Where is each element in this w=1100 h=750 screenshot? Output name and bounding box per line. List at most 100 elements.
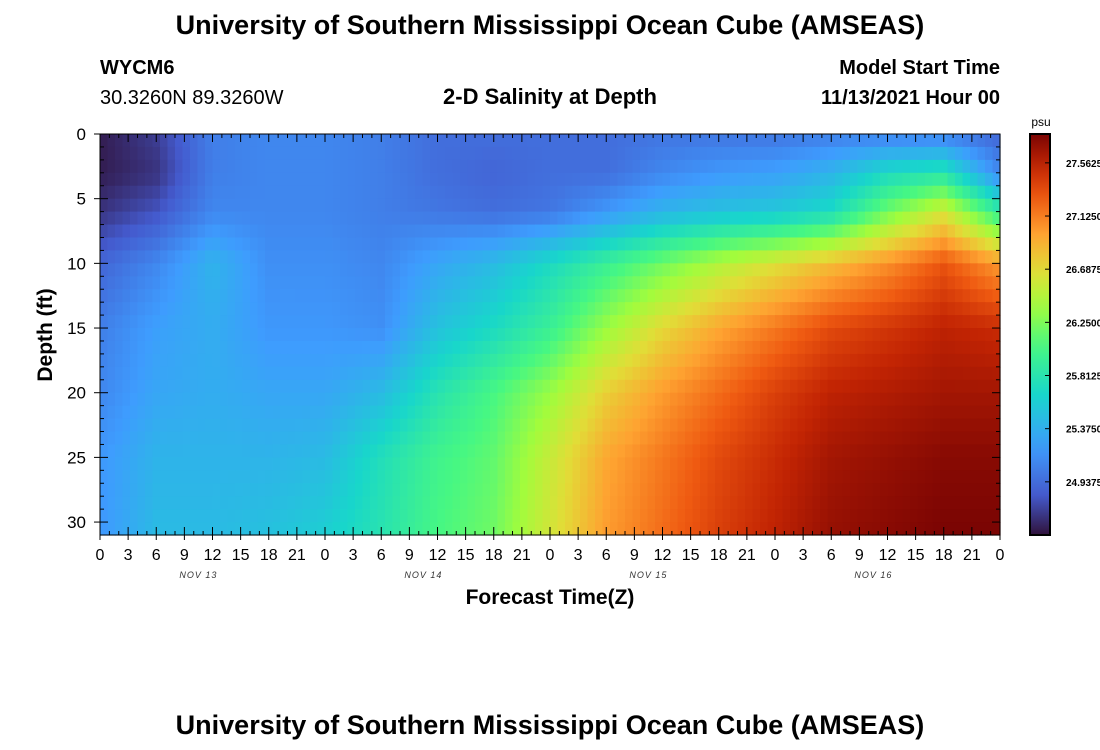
heatmap-cell xyxy=(707,159,716,174)
heatmap-cell xyxy=(145,379,154,394)
heatmap-cell xyxy=(685,198,694,213)
heatmap-cell xyxy=(752,224,761,239)
heatmap-cell xyxy=(527,250,536,264)
heatmap-cell xyxy=(227,392,236,407)
heatmap-cell xyxy=(550,302,559,316)
heatmap-cell xyxy=(497,457,506,471)
heatmap-cell xyxy=(655,379,664,394)
heatmap-cell xyxy=(490,263,499,277)
heatmap-cell xyxy=(587,431,596,446)
heatmap-cell xyxy=(512,328,521,342)
heatmap-cell xyxy=(730,379,739,394)
heatmap-cell xyxy=(550,146,559,161)
heatmap-cell xyxy=(460,431,469,446)
heatmap-cell xyxy=(880,276,889,290)
heatmap-cell xyxy=(857,134,866,148)
heatmap-cell xyxy=(310,444,319,458)
heatmap-cell xyxy=(617,418,626,433)
heatmap-cell xyxy=(670,328,679,342)
heatmap-cell xyxy=(370,405,379,420)
heatmap-cell xyxy=(955,211,964,226)
heatmap-cell xyxy=(752,315,761,329)
heatmap-cell xyxy=(317,379,326,394)
heatmap-cell xyxy=(490,353,499,368)
heatmap-cell xyxy=(947,315,956,329)
heatmap-cell xyxy=(310,418,319,433)
heatmap-cell xyxy=(355,263,364,277)
heatmap-cell xyxy=(475,276,484,290)
heatmap-cell xyxy=(520,366,529,381)
heatmap-cell xyxy=(280,211,289,226)
heatmap-cell xyxy=(947,405,956,420)
heatmap-cell xyxy=(227,509,236,523)
heatmap-cell xyxy=(115,522,124,536)
heatmap-cell xyxy=(925,146,934,161)
heatmap-cell xyxy=(212,328,221,342)
heatmap-cell xyxy=(482,340,491,355)
heatmap-cell xyxy=(415,328,424,342)
heatmap-cell xyxy=(842,211,851,226)
heatmap-cell xyxy=(257,172,266,187)
heatmap-cell xyxy=(812,522,821,536)
heatmap-cell xyxy=(797,263,806,277)
heatmap-cell xyxy=(617,134,626,148)
heatmap-cell xyxy=(520,483,529,497)
heatmap-cell xyxy=(767,172,776,187)
heatmap-cell xyxy=(542,444,551,458)
heatmap-cell xyxy=(550,237,559,252)
heatmap-cell xyxy=(940,224,949,239)
heatmap-cell xyxy=(677,392,686,407)
heatmap-cell xyxy=(512,263,521,277)
heatmap-cell xyxy=(662,134,671,148)
heatmap-cell xyxy=(347,146,356,161)
heatmap-cell xyxy=(655,457,664,471)
heatmap-cell xyxy=(460,250,469,264)
heatmap-cell xyxy=(385,159,394,174)
heatmap-cell xyxy=(430,496,439,510)
heatmap-cell xyxy=(737,483,746,497)
heatmap-cell xyxy=(505,224,514,239)
heatmap-cell xyxy=(805,522,814,536)
heatmap-cell xyxy=(925,366,934,381)
heatmap-cell xyxy=(377,289,386,303)
heatmap-cell xyxy=(857,340,866,355)
heatmap-cell xyxy=(160,431,169,446)
heatmap-cell xyxy=(775,444,784,458)
heatmap-cell xyxy=(167,302,176,316)
heatmap-cell xyxy=(100,237,109,252)
heatmap-cell xyxy=(775,431,784,446)
heatmap-cell xyxy=(587,198,596,213)
heatmap-cell xyxy=(955,302,964,316)
heatmap-cell xyxy=(137,418,146,433)
heatmap-cell xyxy=(257,444,266,458)
heatmap-cell xyxy=(872,328,881,342)
heatmap-cell xyxy=(715,418,724,433)
heatmap-cell xyxy=(572,431,581,446)
heatmap-cell xyxy=(730,172,739,187)
heatmap-cell xyxy=(962,250,971,264)
heatmap-cell xyxy=(940,289,949,303)
x-tick-label: 6 xyxy=(602,547,611,564)
heatmap-cell xyxy=(257,159,266,174)
heatmap-cell xyxy=(445,431,454,446)
heatmap-cell xyxy=(182,302,191,316)
heatmap-cell xyxy=(407,353,416,368)
page-title: University of Southern Mississippi Ocean… xyxy=(175,10,925,40)
heatmap-cell xyxy=(512,315,521,329)
heatmap-cell xyxy=(752,211,761,226)
heatmap-cell xyxy=(737,366,746,381)
heatmap-cell xyxy=(910,431,919,446)
heatmap-cell xyxy=(242,198,251,213)
heatmap-cell xyxy=(865,172,874,187)
heatmap-cell xyxy=(587,224,596,239)
heatmap-cell xyxy=(917,470,926,484)
heatmap-cell xyxy=(947,276,956,290)
heatmap-cell xyxy=(865,509,874,523)
heatmap-cell xyxy=(302,353,311,368)
heatmap-cell xyxy=(130,366,139,381)
heatmap-cell xyxy=(137,392,146,407)
heatmap-cell xyxy=(887,224,896,239)
heatmap-cell xyxy=(527,444,536,458)
heatmap-cell xyxy=(617,340,626,355)
heatmap-cell xyxy=(565,328,574,342)
